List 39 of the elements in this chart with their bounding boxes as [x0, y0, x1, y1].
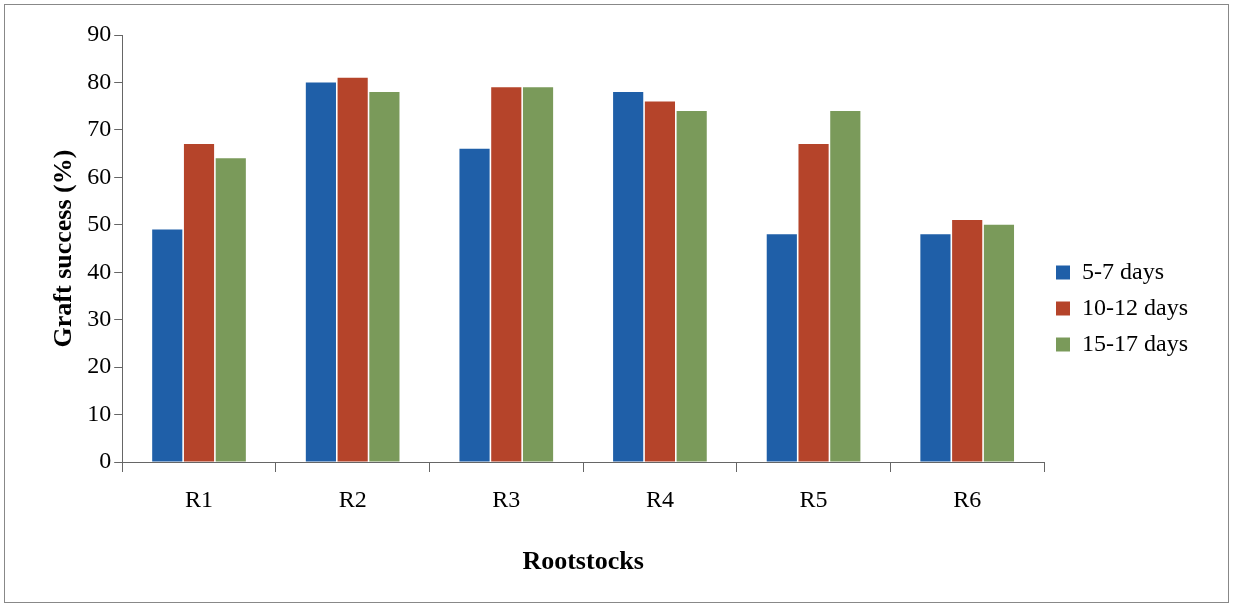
y-tick-label: 0 [99, 447, 112, 474]
legend-label: 10-12 days [1082, 293, 1188, 320]
y-tick-label: 60 [87, 162, 112, 189]
y-tick-label: 40 [87, 257, 112, 284]
x-tick-label: R6 [953, 485, 982, 512]
y-tick-label: 10 [87, 399, 112, 426]
x-tick-label: R2 [338, 485, 367, 512]
x-tick-label: R3 [492, 485, 521, 512]
x-tick-label: R5 [799, 485, 828, 512]
y-tick-label: 30 [87, 304, 112, 331]
x-tick-label: R1 [185, 485, 214, 512]
bar [983, 224, 1015, 462]
bar [676, 110, 707, 462]
bar [798, 144, 829, 462]
bar [152, 229, 183, 462]
x-axis-title: Rootstocks [522, 546, 644, 576]
bar [337, 77, 368, 462]
bar [644, 101, 676, 462]
y-tick-label: 90 [87, 20, 112, 47]
y-tick-label: 50 [87, 210, 112, 237]
bar [830, 110, 861, 462]
y-tick-label: 20 [87, 352, 112, 379]
y-tick-label: 80 [87, 67, 112, 94]
bar [920, 234, 951, 462]
bar [491, 87, 522, 462]
bar [459, 148, 490, 462]
bar [215, 158, 246, 462]
bar [766, 234, 797, 462]
legend-label: 5-7 days [1082, 257, 1164, 284]
bar [305, 82, 336, 462]
y-axis-title: Graft success (%) [48, 149, 78, 348]
bar [522, 87, 554, 462]
bar [613, 91, 644, 462]
bar [952, 220, 983, 462]
legend-label: 15-17 days [1082, 329, 1188, 356]
x-tick-label: R4 [645, 485, 674, 512]
bar [369, 91, 400, 462]
bar [183, 144, 215, 462]
y-tick-label: 70 [87, 115, 112, 142]
